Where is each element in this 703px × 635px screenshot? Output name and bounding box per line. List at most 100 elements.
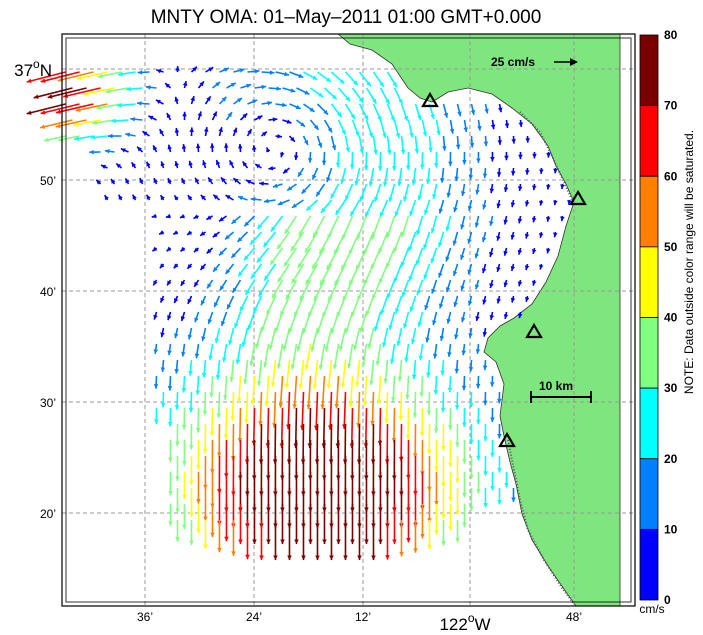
current-vector-head: [524, 297, 530, 302]
current-vector-head: [475, 316, 480, 321]
current-vector: [315, 391, 319, 431]
current-vector-head: [539, 169, 544, 174]
current-vector-head: [175, 441, 180, 447]
current-vector-head: [153, 349, 159, 354]
current-vector-head: [377, 166, 383, 171]
current-vector-head: [146, 194, 151, 200]
current-vector-head: [419, 431, 425, 437]
current-vector-head: [230, 416, 235, 421]
current-vector-head: [175, 66, 180, 71]
current-vector-head: [503, 314, 509, 319]
current-vector-head: [245, 289, 250, 295]
current-vector-head: [159, 230, 165, 235]
current-vector-head: [146, 161, 151, 167]
scale-vector-label: 25 cm/s: [491, 55, 535, 69]
current-vector-head: [197, 111, 202, 117]
current-vector-head: [375, 360, 381, 366]
current-vector-head: [426, 372, 431, 378]
current-vector-head: [160, 367, 166, 372]
current-vector-head: [438, 272, 443, 278]
current-vector-head: [287, 555, 292, 560]
current-vector: [399, 391, 403, 421]
latitude-labels: 37oN 50’ 40’ 30’ 20’: [14, 57, 56, 521]
current-vector-head: [40, 110, 46, 115]
current-vector-head: [301, 188, 307, 194]
current-vector-head: [339, 79, 345, 84]
current-vector-head: [417, 195, 423, 201]
current-vector-head: [330, 193, 335, 199]
current-vector-head: [188, 370, 193, 376]
station-marker-1: [421, 91, 439, 108]
current-vector-head: [225, 269, 231, 274]
current-vector-head: [331, 94, 337, 100]
current-vector-head: [258, 421, 263, 426]
current-vector-head: [490, 382, 495, 387]
current-vector-head: [182, 461, 187, 466]
current-vector-head: [348, 402, 354, 408]
current-vector-head: [145, 85, 151, 90]
current-vector-head: [193, 214, 199, 219]
current-vector-head: [181, 351, 186, 357]
current-vector-head: [266, 539, 271, 544]
current-vector-head: [251, 145, 257, 150]
current-vector-head: [272, 293, 277, 299]
map-title: MNTY OMA: 01–May–2011 01:00 GMT+0.000: [151, 7, 542, 28]
current-vector-head: [408, 245, 413, 251]
current-vector: [285, 359, 291, 389]
current-vector-head: [401, 231, 406, 237]
current-vector-head: [234, 323, 239, 328]
current-vector-head: [292, 404, 297, 409]
current-vector-head: [347, 363, 352, 369]
current-vector-head: [438, 303, 444, 309]
scale-bar: [530, 391, 592, 403]
current-vector-head: [266, 147, 271, 153]
current-vector-head: [404, 357, 409, 363]
current-vector-head: [474, 222, 480, 228]
current-vector-head: [295, 104, 301, 110]
current-vector-head: [290, 364, 296, 370]
current-vector-head: [231, 219, 237, 224]
current-vector-head: [160, 195, 165, 201]
current-vector-head: [167, 350, 172, 356]
current-vector-head: [511, 497, 516, 502]
current-vector-head: [278, 403, 284, 408]
current-vector-head: [434, 466, 439, 472]
current-vector-head: [567, 200, 572, 205]
current-vector-head: [240, 306, 245, 312]
current-vector-head: [300, 122, 306, 127]
current-vector-head: [430, 114, 435, 120]
current-vector-head: [510, 297, 516, 303]
current-vector-head: [56, 109, 61, 114]
current-vector-head: [47, 94, 53, 99]
current-vector-head: [475, 383, 481, 389]
current-vector-head: [215, 375, 221, 380]
current-vector-head: [181, 144, 187, 149]
current-vector-head: [253, 308, 258, 314]
current-vector-head: [517, 186, 523, 191]
current-vector-head: [215, 160, 221, 165]
current-vector-head: [353, 80, 358, 86]
current-vector-head: [498, 107, 503, 113]
current-vector-head: [209, 143, 215, 148]
current-vector-head: [264, 275, 269, 281]
current-vector-head: [312, 384, 318, 389]
current-vector-head: [400, 261, 406, 267]
current-vector-head: [175, 476, 180, 482]
lon-label-48: 48’: [566, 610, 582, 624]
current-vector-head: [460, 285, 465, 291]
current-vector-head: [303, 139, 308, 145]
current-vector-head: [497, 468, 502, 473]
current-vector-head: [152, 246, 158, 252]
current-vector-head: [232, 127, 238, 133]
current-vector-head: [483, 400, 488, 406]
current-vector-head: [151, 213, 157, 219]
current-vector-head: [385, 99, 390, 105]
current-vector: [75, 103, 108, 112]
scale-bar-label: 10 km: [539, 379, 573, 393]
current-vector-head: [277, 200, 283, 206]
current-vector-head: [55, 123, 61, 129]
current-vector-head: [335, 162, 341, 168]
current-vector-head: [462, 159, 467, 165]
current-vector-head: [503, 250, 508, 256]
current-vector-head: [167, 280, 172, 286]
